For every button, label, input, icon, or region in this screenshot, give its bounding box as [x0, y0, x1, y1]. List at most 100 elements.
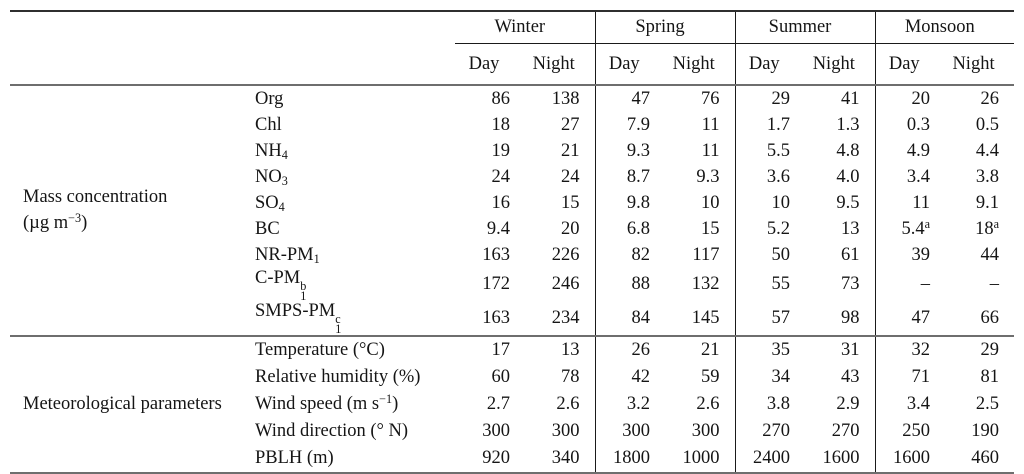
- value-cell-no3-spring-night: 9.3: [696, 166, 720, 187]
- subheader-winter-day: Day: [455, 43, 525, 86]
- subheader-corner-cell: [10, 43, 455, 86]
- value-cell-nh4-monsoon-night: 4.4: [975, 140, 1000, 161]
- value-cell-wind-direction-n-winter-night: 300: [551, 420, 580, 441]
- value-cell-org-summer-day: 29: [734, 85, 805, 112]
- value-cell-wind-speed-m-s-1-monsoon-day: 3.4: [874, 390, 946, 418]
- section-label-line: Meteorological parameters: [23, 394, 222, 415]
- value-cell-relative-humidity-monsoon-day: 71: [874, 363, 946, 391]
- subheader-winter-night: Night: [525, 43, 595, 86]
- value-cell-temperature-c-summer-night: 31: [841, 339, 860, 360]
- table-row-no3: NO3 24 24 8.7 9.3 3.6 4.0 3.4 3.8: [10, 164, 1014, 190]
- value-cell-wind-direction-n-monsoon-night: 190: [971, 420, 1000, 441]
- value-cell-temperature-c-monsoon-night: 29: [980, 339, 1000, 360]
- value-cell-c-pm1b-monsoon-night: –: [989, 274, 1000, 295]
- value-cell-no3-summer-day: 3.6: [734, 164, 805, 190]
- row-label-wind-speed-m-s-1: Wind speed (m s−1): [255, 391, 399, 414]
- value-cell-c-pm1b-spring-day: 88: [594, 268, 665, 302]
- value-cell-pblh-m-winter-day: 920: [455, 444, 525, 474]
- value-cell-nr-pm1-summer-night: 61: [841, 244, 860, 265]
- value-cell-bc-monsoon-day: 5.4a: [874, 216, 946, 242]
- value-cell-chl-spring-night: 11: [701, 114, 720, 135]
- section-label-line: (µg m−3): [23, 211, 88, 234]
- row-label-bc: BC: [255, 218, 280, 239]
- value-cell-chl-winter-day: 18: [491, 114, 511, 135]
- value-cell-no3-winter-day: 24: [491, 166, 511, 187]
- value-cell-wind-speed-m-s-1-winter-night: 2.6: [556, 393, 580, 414]
- row-label-temperature-c: Temperature (°C): [255, 339, 385, 360]
- row-label-org: Org: [255, 88, 284, 109]
- value-cell-pblh-m-spring-night: 1000: [665, 444, 735, 474]
- value-cell-wind-direction-n-winter-day: 300: [482, 420, 510, 441]
- row-label-chl: Chl: [255, 114, 282, 135]
- value-cell-wind-direction-n-summer-night: 270: [831, 420, 860, 441]
- value-cell-smps-pm1c-monsoon-day: 47: [874, 301, 946, 337]
- value-cell-temperature-c-spring-night: 21: [701, 339, 720, 360]
- value-cell-nh4-winter-day: 19: [491, 140, 511, 161]
- value-cell-nh4-summer-night: 4.8: [836, 140, 860, 161]
- value-cell-no3-summer-night: 4.0: [836, 166, 860, 187]
- subheader-monsoon-night: Night: [945, 43, 1015, 86]
- value-cell-chl-summer-day: 1.7: [734, 112, 805, 138]
- subheader-spring-day: Day: [594, 43, 665, 86]
- value-cell-bc-winter-day: 9.4: [486, 218, 510, 239]
- value-cell-wind-direction-n-spring-night: 300: [691, 420, 720, 441]
- table-row-bc: BC 9.4 20 6.8 15 5.2 13 5.4a 18a: [10, 216, 1014, 242]
- value-cell-nr-pm1-winter-day: 163: [482, 244, 510, 265]
- header-corner-cell: [10, 11, 455, 44]
- value-cell-smps-pm1c-monsoon-night: 66: [945, 301, 1015, 337]
- subheader-monsoon-day: Day: [874, 43, 946, 86]
- value-cell-temperature-c-monsoon-day: 32: [874, 335, 946, 364]
- value-cell-bc-spring-day: 6.8: [594, 216, 665, 242]
- value-cell-bc-monsoon-night: 18a: [975, 216, 1000, 239]
- season-header-spring: Spring: [594, 11, 735, 44]
- value-cell-temperature-c-summer-day: 35: [734, 335, 805, 364]
- value-cell-org-winter-day: 86: [491, 88, 511, 109]
- value-cell-smps-pm1c-winter-day: 163: [455, 301, 525, 337]
- value-cell-org-spring-night: 76: [701, 88, 720, 109]
- table-row-so4: SO4 16 15 9.8 10 10 9.5 11 9.1: [10, 190, 1014, 216]
- value-cell-bc-winter-night: 20: [561, 218, 580, 239]
- value-cell-wind-speed-m-s-1-spring-day: 3.2: [594, 390, 665, 418]
- value-cell-nh4-monsoon-day: 4.9: [874, 138, 946, 164]
- value-cell-nh4-spring-night: 11: [701, 140, 720, 161]
- value-cell-smps-pm1c-summer-day: 57: [734, 301, 805, 337]
- value-cell-nr-pm1-summer-day: 50: [734, 242, 805, 268]
- value-cell-c-pm1b-summer-day: 55: [734, 268, 805, 302]
- value-cell-wind-speed-m-s-1-summer-day: 3.8: [734, 390, 805, 418]
- table-row-chl: Chl 18 27 7.9 11 1.7 1.3 0.3 0.5: [10, 112, 1014, 138]
- season-header-monsoon: Monsoon: [874, 11, 1015, 44]
- value-cell-nh4-summer-day: 5.5: [734, 138, 805, 164]
- row-label-nr-pm1: NR-PM1: [255, 244, 320, 266]
- table-row-wind-direction-n: Wind direction (° N) 300 300 300 300 270 270 25…: [10, 417, 1014, 445]
- subheader-spring-night: Night: [665, 43, 735, 86]
- row-label-no3: NO3: [255, 166, 288, 188]
- table-row-nh4: NH4 19 21 9.3 11 5.5 4.8 4.9 4.4: [10, 138, 1014, 164]
- value-cell-pblh-m-summer-night: 1600: [805, 444, 876, 474]
- value-cell-chl-spring-day: 7.9: [594, 112, 665, 138]
- value-cell-relative-humidity-summer-night: 43: [841, 366, 860, 387]
- season-header-row: Winter Spring Summer Monsoon: [10, 11, 1015, 44]
- row-label-wind-direction-n: Wind direction (° N): [255, 420, 409, 441]
- row-label-so4: SO4: [255, 192, 285, 214]
- section-label-line: Mass concentration: [23, 187, 168, 208]
- value-cell-so4-monsoon-day: 11: [874, 190, 946, 216]
- value-cell-bc-summer-day: 5.2: [734, 216, 805, 242]
- value-cell-wind-speed-m-s-1-winter-day: 2.7: [486, 393, 510, 414]
- table-row-nr-pm1: NR-PM1 163 226 82 117 50 61 39 44: [10, 242, 1014, 268]
- value-cell-no3-winter-night: 24: [561, 166, 580, 187]
- value-cell-org-summer-night: 41: [841, 88, 860, 109]
- value-cell-smps-pm1c-winter-night: 234: [525, 301, 595, 337]
- section-label-mass-concentration: Mass concentration (µg m−3): [10, 85, 255, 337]
- row-label-relative-humidity: Relative humidity (%): [255, 366, 421, 387]
- value-cell-nr-pm1-monsoon-day: 39: [874, 242, 946, 268]
- value-cell-bc-spring-night: 15: [701, 218, 720, 239]
- value-cell-pblh-m-summer-day: 2400: [734, 444, 805, 474]
- table-header: Winter Spring Summer Monsoon Day Night Day Nig…: [10, 11, 1015, 86]
- table-row-c-pm1b: C-PM b 1 172 246 88 132 55 73– –: [10, 268, 1014, 302]
- value-cell-wind-direction-n-spring-day: 300: [594, 417, 665, 445]
- value-cell-c-pm1b-spring-night: 132: [691, 274, 720, 295]
- value-cell-relative-humidity-summer-day: 34: [734, 363, 805, 391]
- subheader-summer-night: Night: [805, 43, 876, 86]
- value-cell-nr-pm1-winter-night: 226: [551, 244, 580, 265]
